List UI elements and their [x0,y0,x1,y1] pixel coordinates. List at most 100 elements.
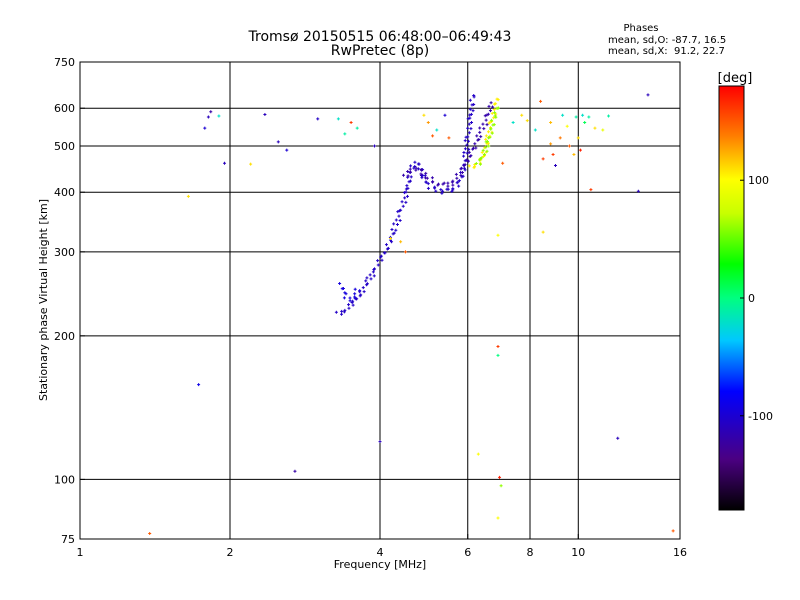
data-point [475,134,479,138]
data-point [549,142,553,146]
data-points [148,93,675,536]
y-tick-label: 600 [54,102,75,115]
data-point [430,176,434,180]
data-point [404,200,408,204]
data-point [426,121,430,125]
x-tick-label: 1 [77,546,84,559]
data-point [511,121,515,125]
data-point [576,136,580,140]
data-point [348,299,352,303]
data-point [472,95,476,99]
data-point [496,353,500,357]
data-point [539,99,543,103]
data-point [460,170,464,174]
data-point [487,136,491,140]
data-point [404,187,408,191]
data-point [589,188,593,192]
data-point [401,173,405,177]
data-point [398,219,402,223]
data-point [462,150,466,154]
data-point [482,153,486,157]
data-point [340,309,344,313]
data-point [578,148,582,152]
data-point [489,127,493,131]
data-point [364,279,368,283]
data-point [476,138,480,142]
data-point [407,180,411,184]
data-point [217,114,221,118]
data-point [416,167,420,171]
data-point [465,158,469,162]
stats-title: Phases [623,23,658,34]
data-point [445,187,449,191]
data-point [484,145,488,149]
data-point [457,184,461,188]
data-point [455,181,459,185]
data-point [490,118,494,122]
data-point [525,119,529,123]
data-point [342,296,346,300]
data-point [390,240,394,244]
data-point [459,173,463,177]
stats-line-o: mean, sd,O: -87.7, 16.5 [608,35,726,46]
colorbar-tick-label: -100 [748,410,773,423]
data-point [467,122,471,126]
data-point [379,255,383,259]
data-point [489,101,493,105]
data-point [338,281,342,285]
data-point [481,148,485,152]
data-point [223,161,227,165]
data-point [541,230,545,234]
data-point [355,126,359,130]
data-point [520,113,524,117]
data-point [443,113,447,117]
data-point [478,130,482,134]
colorbar [718,85,745,511]
data-point [404,190,408,194]
data-point [426,186,430,190]
x-tick-label: 8 [527,546,534,559]
data-point [336,117,340,121]
data-point [368,273,372,277]
data-point [558,136,562,140]
data-point [403,250,407,254]
data-point [483,114,487,118]
data-point [496,516,500,520]
data-point [385,247,389,251]
data-point [413,165,417,169]
data-point [581,113,585,117]
data-point [498,475,502,479]
data-point [446,184,450,188]
data-point [476,452,480,456]
data-point [399,240,403,244]
colorbar-tick-label: 100 [748,174,769,187]
data-point [396,210,400,214]
data-point [541,157,545,161]
data-point [209,110,213,114]
data-point [413,160,417,164]
data-point [408,167,412,171]
data-point [431,180,435,184]
y-tick-label: 200 [54,330,75,343]
data-point [484,134,488,138]
data-point [347,306,351,310]
data-point [607,114,611,118]
data-point [490,131,494,135]
data-point [468,107,472,111]
data-point [463,139,467,143]
data-point [419,172,423,176]
y-tick-label: 300 [54,246,75,259]
data-point [467,131,471,135]
data-point [488,120,492,124]
data-point [380,258,384,262]
data-point [433,185,437,189]
data-point [197,383,201,387]
data-point [533,128,537,132]
data-point [470,121,474,125]
data-point [481,154,485,158]
data-point [436,182,440,186]
data-point [646,93,650,97]
data-point [414,166,418,170]
data-point [376,259,380,263]
data-point [419,168,423,172]
